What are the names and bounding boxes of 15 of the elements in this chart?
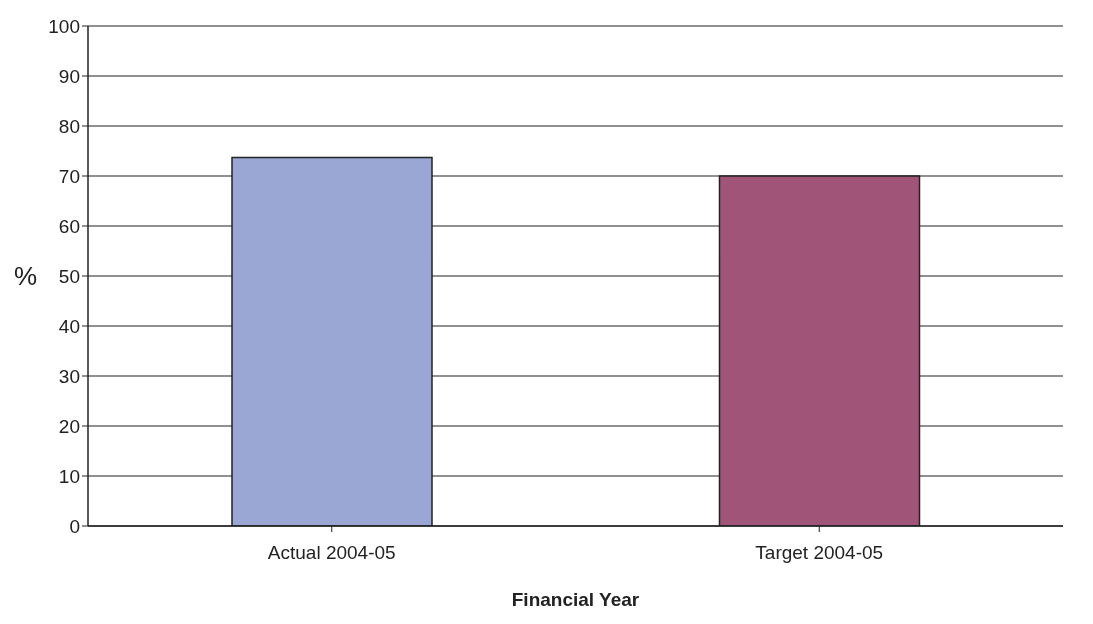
- x-axis-title: Financial Year: [511, 589, 640, 610]
- y-tick-label: 80: [58, 115, 80, 137]
- y-tick-label: 20: [58, 415, 80, 437]
- y-tick-label: 70: [58, 165, 80, 187]
- x-tick-label: Target 2004-05: [755, 542, 884, 564]
- y-tick-label: 100: [48, 15, 80, 37]
- y-axis-title: %: [14, 261, 38, 292]
- x-tick-label: Actual 2004-05: [267, 542, 396, 564]
- y-tick-label: 60: [58, 215, 80, 237]
- y-tick-label: 10: [58, 465, 80, 487]
- y-tick-label: 90: [58, 65, 80, 87]
- y-tick-label: 50: [58, 265, 80, 287]
- y-tick-label: 30: [58, 365, 80, 387]
- y-tick-label: 40: [58, 315, 80, 337]
- y-tick-label: 0: [69, 515, 80, 537]
